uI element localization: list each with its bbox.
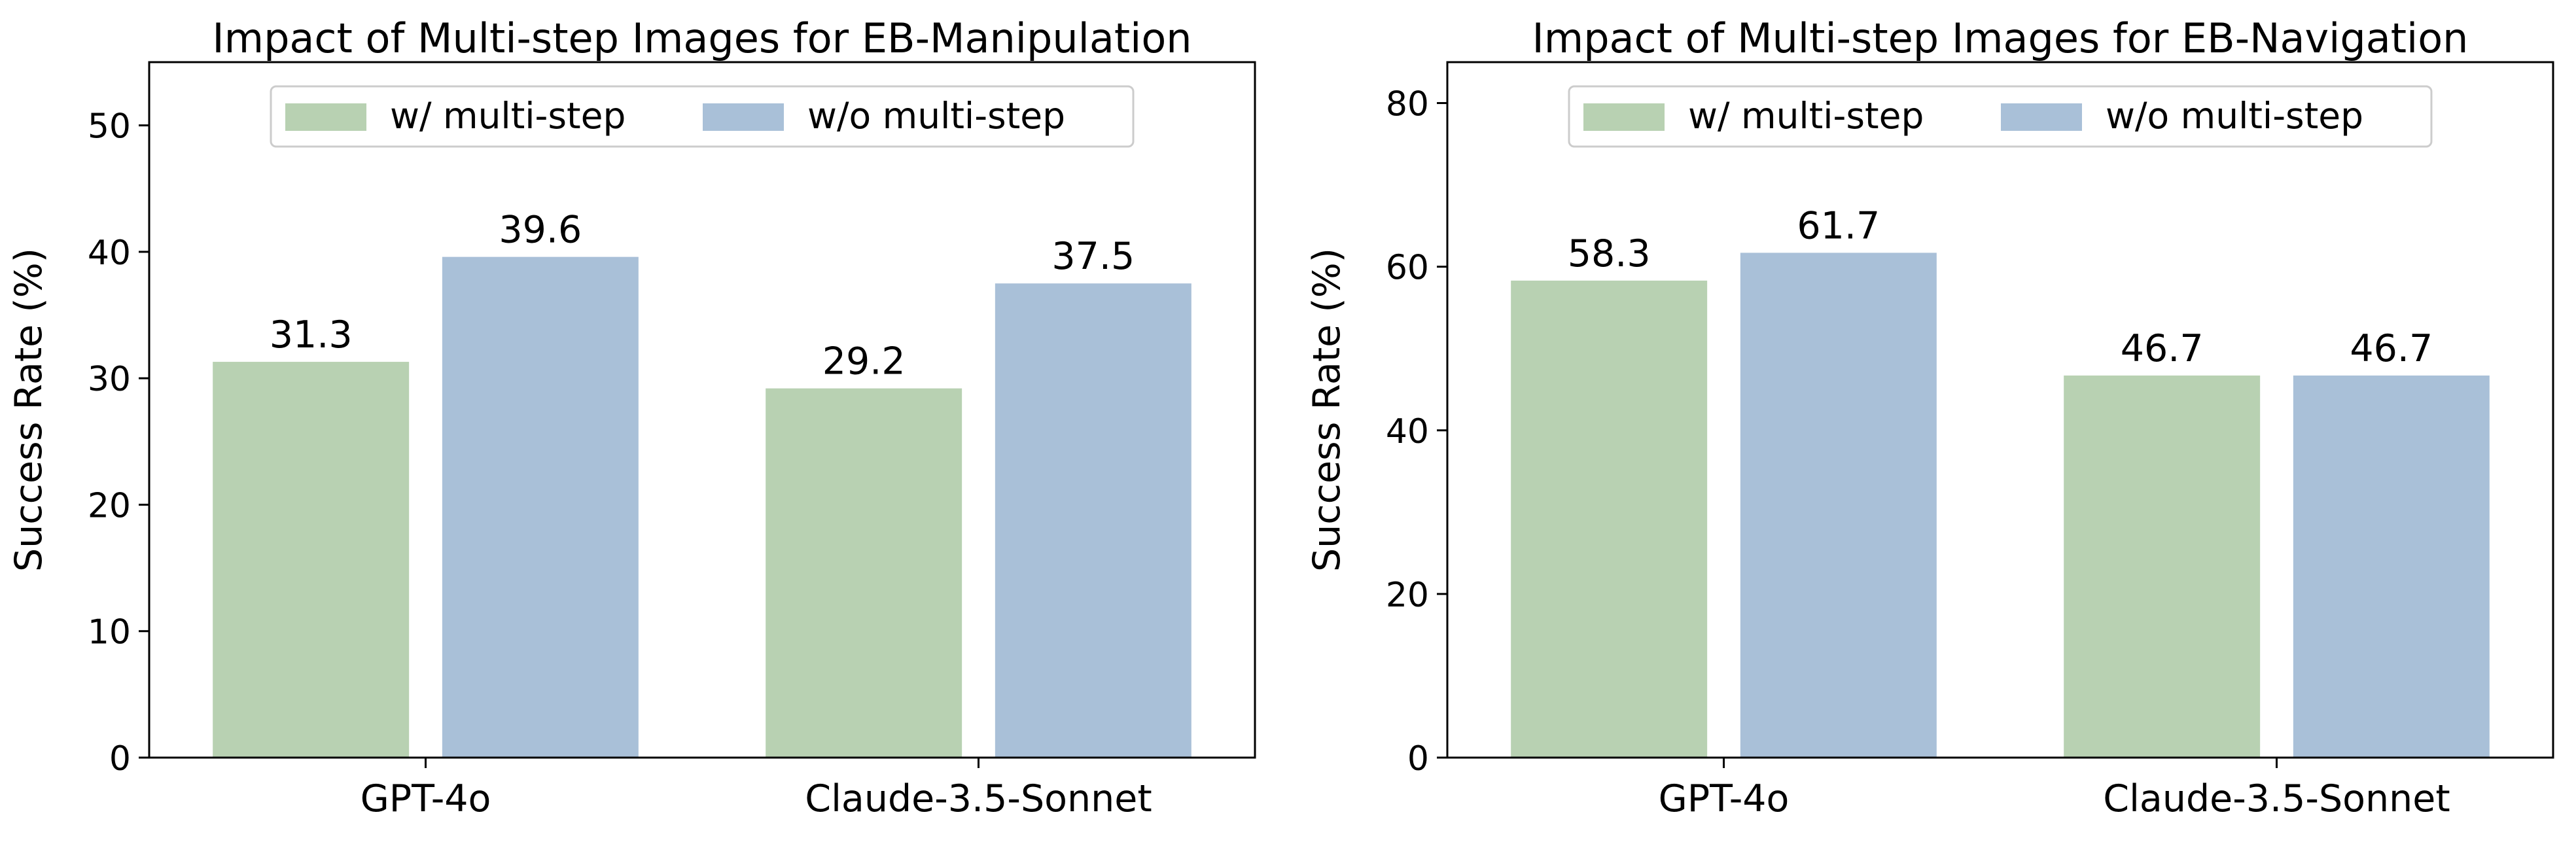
bar-value-label: 61.7 — [1797, 204, 1880, 247]
bar-value-label: 58.3 — [1568, 232, 1651, 275]
legend: w/ multi-step w/o multi-step — [270, 85, 1135, 148]
y-tick-label: 80 — [1386, 85, 1429, 124]
bar-without-multi-step — [995, 283, 1191, 758]
y-tick-label: 60 — [1386, 249, 1429, 288]
legend-swatch-without — [2001, 103, 2082, 131]
plot-frame — [1446, 61, 2554, 759]
legend-label: w/ multi-step — [390, 95, 626, 137]
legend-box — [270, 85, 1135, 148]
y-tick-label: 20 — [1386, 576, 1429, 615]
y-tick-label: 50 — [88, 107, 131, 147]
chart-eb-navigation: Impact of Multi-step Images for EB-Navig… — [1305, 14, 2554, 820]
chart-eb-manipulation: Impact of Multi-step Images for EB-Manip… — [7, 14, 1256, 820]
y-tick-label: 20 — [88, 486, 131, 525]
bar-with-multi-step — [2064, 375, 2261, 758]
bar-without-multi-step — [442, 256, 639, 758]
bar-value-label: 46.7 — [2350, 327, 2433, 370]
x-category-label: Claude-3.5-Sonnet — [2103, 777, 2450, 820]
legend-label: w/ multi-step — [1688, 95, 1924, 137]
bar-value-label: 46.7 — [2121, 327, 2204, 370]
legend-label: w/o multi-step — [2106, 95, 2363, 137]
x-category-label: GPT-4o — [1659, 777, 1790, 820]
bar-without-multi-step — [2293, 375, 2490, 758]
plot-frame — [148, 61, 1256, 759]
legend-label: w/o multi-step — [807, 95, 1065, 137]
bar-value-label: 31.3 — [270, 313, 353, 357]
bar-with-multi-step — [213, 362, 410, 758]
y-tick-label: 0 — [1407, 739, 1429, 779]
bar-without-multi-step — [1740, 253, 1937, 758]
y-tick-label: 30 — [88, 360, 131, 399]
bar-value-label: 37.5 — [1051, 235, 1135, 278]
chart-title: Impact of Multi-step Images for EB-Navig… — [1532, 14, 2469, 62]
y-tick-label: 10 — [88, 613, 131, 652]
y-axis-label: Success Rate (%) — [7, 248, 50, 572]
legend-swatch-with — [285, 103, 366, 131]
x-category-label: Claude-3.5-Sonnet — [805, 777, 1152, 820]
x-category-label: GPT-4o — [361, 777, 491, 820]
bar-with-multi-step — [1511, 280, 1708, 758]
y-axis-label: Success Rate (%) — [1305, 248, 1349, 572]
bar-with-multi-step — [766, 388, 962, 758]
legend-box — [1568, 85, 2433, 148]
legend: w/ multi-step w/o multi-step — [1568, 85, 2433, 148]
legend-swatch-without — [703, 103, 784, 131]
chart-title: Impact of Multi-step Images for EB-Manip… — [212, 14, 1191, 62]
legend-swatch-with — [1583, 103, 1665, 131]
y-tick-label: 0 — [109, 739, 131, 779]
bar-value-label: 39.6 — [499, 209, 582, 252]
bar-value-label: 29.2 — [822, 340, 906, 383]
y-tick-label: 40 — [88, 234, 131, 273]
y-tick-label: 40 — [1386, 412, 1429, 451]
